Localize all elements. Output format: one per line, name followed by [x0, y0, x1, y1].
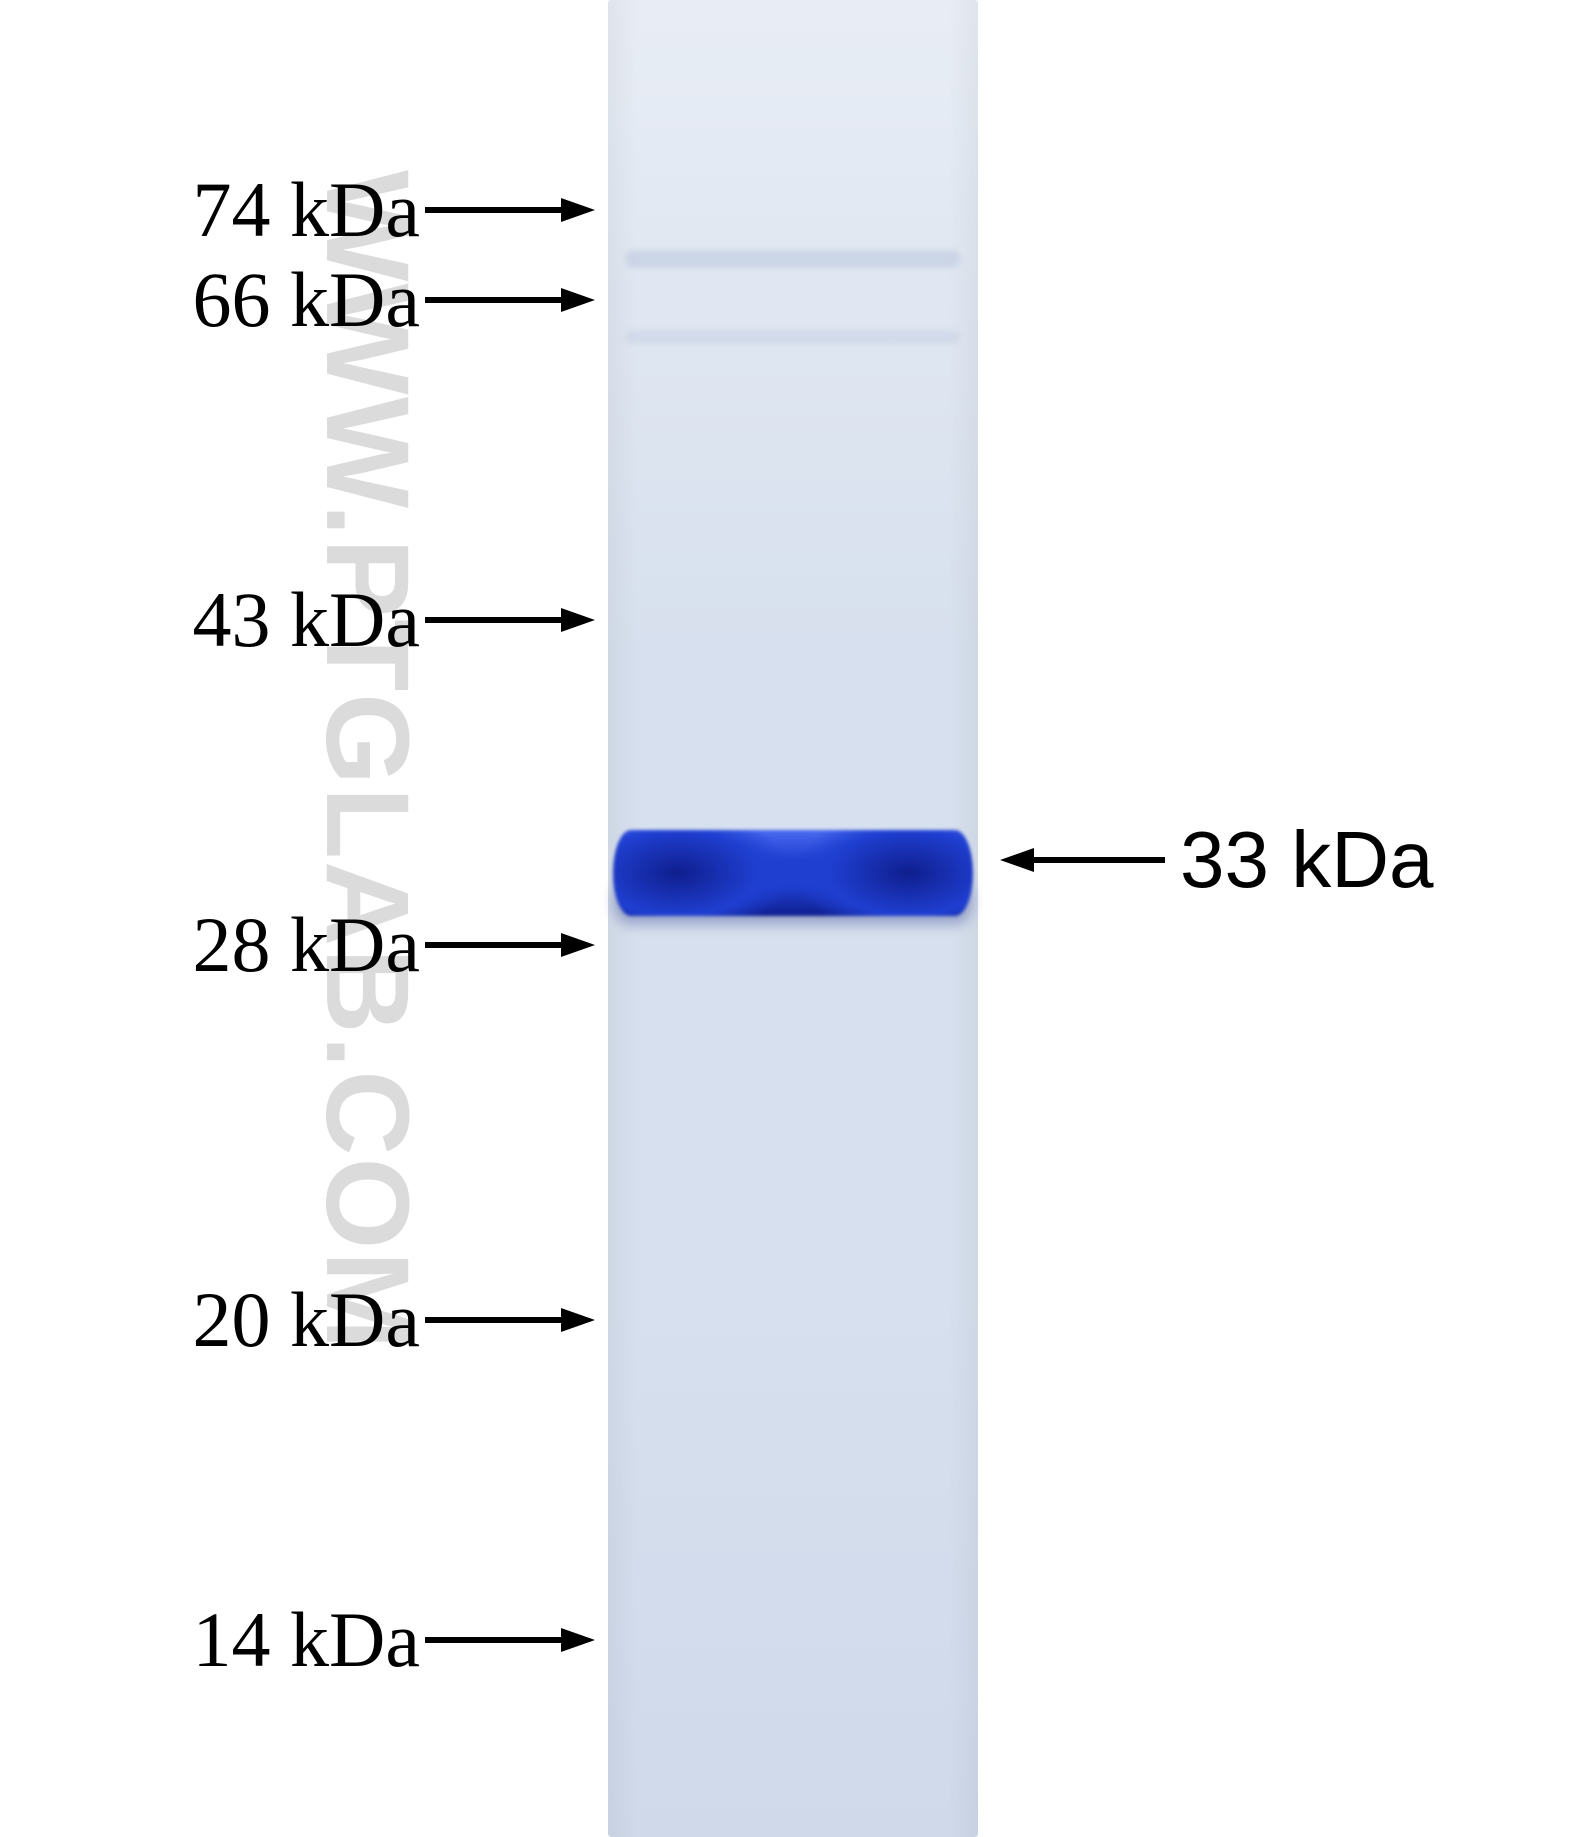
main-band — [613, 830, 973, 916]
faint-band — [625, 330, 960, 344]
faint-band — [625, 250, 960, 268]
watermark-text: WWW.PTGLAB.COM — [299, 170, 435, 1352]
marker-arrow — [387, 191, 633, 229]
marker-arrow — [387, 601, 633, 639]
marker-arrow — [387, 1301, 633, 1339]
marker-label: 43 kDa — [193, 575, 420, 665]
gel-figure: WWW.PTGLAB.COM 74 kDa66 kDa 43 kDa 28 kDa 2… — [0, 0, 1585, 1837]
marker-label: 20 kDa — [193, 1275, 420, 1365]
marker-arrow — [387, 1621, 633, 1659]
marker-label: 66 kDa — [193, 255, 420, 345]
marker-label: 14 kDa — [193, 1595, 420, 1685]
marker-arrow — [387, 281, 633, 319]
marker-label: 28 kDa — [193, 900, 420, 990]
target-arrow — [962, 841, 1203, 879]
target-label: 33 kDa — [1180, 814, 1433, 906]
marker-label: 74 kDa — [193, 165, 420, 255]
marker-arrow — [387, 926, 633, 964]
